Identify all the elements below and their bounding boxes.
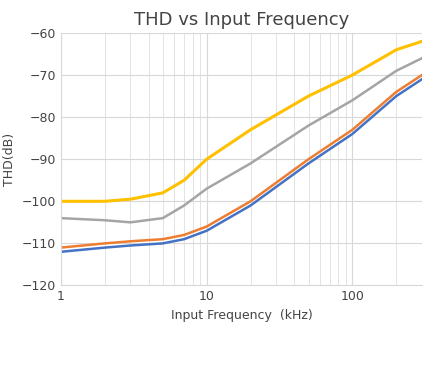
Av=10	[160, 191, 165, 195]
Av=10	[247, 128, 253, 132]
Av=5	[418, 56, 424, 60]
Y-axis label: THD(dB): THD(dB)	[3, 132, 16, 186]
Av=1	[181, 237, 186, 242]
Title: THD vs Input Frequency: THD vs Input Frequency	[134, 11, 348, 29]
Av=10	[58, 199, 63, 203]
Av=10	[181, 178, 186, 183]
Av=2	[393, 90, 398, 94]
X-axis label: Input Frequency  (kHz): Input Frequency (kHz)	[170, 309, 312, 322]
Av=5	[349, 98, 354, 102]
Av=1	[204, 228, 209, 233]
Av=1	[393, 94, 398, 98]
Line: Av=10: Av=10	[61, 41, 421, 201]
Av=5	[247, 161, 253, 166]
Av=10	[204, 157, 209, 161]
Av=5	[128, 220, 133, 225]
Line: Av=1: Av=1	[61, 79, 421, 252]
Av=5	[160, 216, 165, 220]
Av=2	[160, 237, 165, 242]
Av=1	[102, 246, 107, 250]
Av=1	[349, 132, 354, 136]
Av=2	[204, 224, 209, 229]
Av=1	[58, 250, 63, 254]
Av=10	[418, 39, 424, 44]
Av=5	[393, 69, 398, 73]
Av=2	[128, 239, 133, 243]
Av=5	[305, 123, 310, 128]
Av=1	[160, 241, 165, 246]
Av=10	[349, 73, 354, 77]
Av=5	[204, 187, 209, 191]
Av=5	[181, 203, 186, 208]
Line: Av=2: Av=2	[61, 75, 421, 248]
Av=5	[58, 216, 63, 220]
Av=2	[181, 233, 186, 237]
Line: Av=5: Av=5	[61, 58, 421, 223]
Av=10	[305, 94, 310, 98]
Av=1	[128, 243, 133, 248]
Av=2	[247, 199, 253, 203]
Av=10	[128, 197, 133, 201]
Av=2	[349, 128, 354, 132]
Av=1	[418, 77, 424, 82]
Av=5	[102, 218, 107, 223]
Legend: Av=1, Av=2, Av=5, Av=10: Av=1, Av=2, Av=5, Av=10	[94, 363, 388, 366]
Av=1	[247, 203, 253, 208]
Av=10	[393, 48, 398, 52]
Av=2	[418, 73, 424, 77]
Av=1	[305, 161, 310, 166]
Av=10	[102, 199, 107, 203]
Av=2	[58, 246, 63, 250]
Av=2	[102, 241, 107, 246]
Av=2	[305, 157, 310, 161]
